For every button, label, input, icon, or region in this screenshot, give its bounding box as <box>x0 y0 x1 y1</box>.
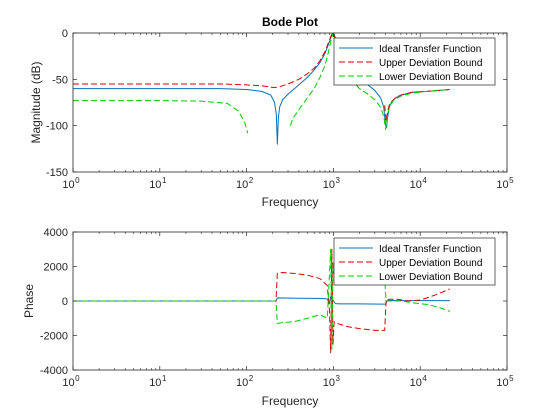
phase-legend-label-ideal: Ideal Transfer Function <box>379 244 481 255</box>
phase-y-tick-label: -2000 <box>40 331 68 343</box>
phase-y-axis-label: Phase <box>22 284 36 318</box>
phase-y-tick-label: -4000 <box>40 365 68 377</box>
magnitude-chart: 100 101 102 103 104 105-150-100-500 Bode Plot… <box>29 15 514 209</box>
magnitude-chart-title: Bode Plot <box>262 15 318 29</box>
phase-series-line-2 <box>73 248 451 350</box>
magnitude-series-line-1 <box>73 33 360 89</box>
phase-series-layer <box>73 248 451 354</box>
magnitude-x-axis-label: Frequency <box>262 195 319 209</box>
magnitude-series-line-2 <box>384 89 450 122</box>
magnitude-axes-box <box>72 32 508 173</box>
phase-legend: Ideal Transfer Function Upper Deviation … <box>333 237 496 286</box>
magnitude-legend: Ideal Transfer Function Upper Deviation … <box>333 37 496 86</box>
phase-y-tick-label: 0 <box>62 296 68 308</box>
magnitude-legend-label-lower: Lower Deviation Bound <box>379 72 482 83</box>
phase-x-axis-label: Frequency <box>262 394 319 408</box>
phase-y-tick-label: 4000 <box>44 227 68 239</box>
magnitude-y-tick-label: -100 <box>46 121 68 133</box>
magnitude-y-axis-label: Magnitude (dB) <box>29 61 43 143</box>
magnitude-y-tick-label: -50 <box>52 74 68 86</box>
magnitude-series-line-3 <box>73 100 249 134</box>
phase-legend-label-lower: Lower Deviation Bound <box>379 272 482 283</box>
phase-legend-label-upper: Upper Deviation Bound <box>379 258 482 269</box>
magnitude-y-tick-label: 0 <box>62 28 68 40</box>
magnitude-legend-label-ideal: Ideal Transfer Function <box>379 44 481 55</box>
magnitude-y-tick-label: -150 <box>46 167 68 179</box>
phase-series-line-1 <box>73 248 451 354</box>
magnitude-legend-label-upper: Upper Deviation Bound <box>379 58 482 69</box>
phase-y-tick-label: 2000 <box>44 262 68 274</box>
